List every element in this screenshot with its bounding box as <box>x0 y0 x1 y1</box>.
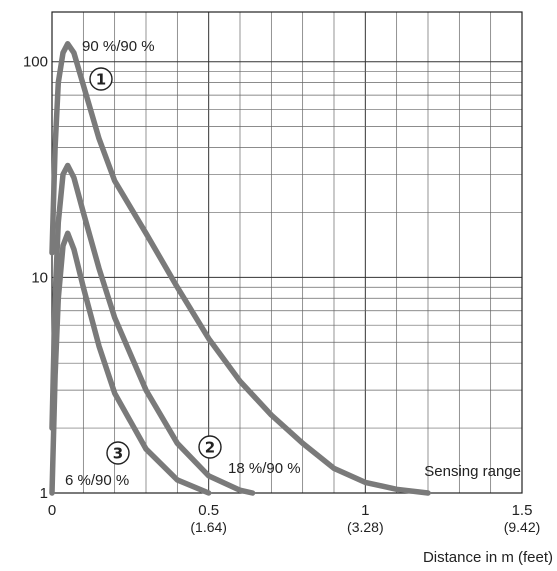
grid <box>52 12 522 493</box>
x-tick-sublabel: (9.42) <box>504 519 541 535</box>
series-label-3: 6 %/90 % <box>65 472 129 489</box>
curve-2 <box>49 162 256 496</box>
curve-3 <box>49 230 212 496</box>
y-tick-label: 100 <box>23 54 48 71</box>
x-tick-label: 0.5 <box>198 502 219 519</box>
series-badge-number-1: 1 <box>96 71 106 89</box>
series-label-1: 90 %/90 % <box>82 38 155 55</box>
series-badge-2 <box>198 435 222 459</box>
curve-1 <box>49 41 431 496</box>
series-badge-number-3: 3 <box>113 445 123 463</box>
curves <box>49 41 431 496</box>
plot-frame <box>51 11 523 494</box>
x-tick-label: 1 <box>361 502 369 519</box>
x-tick-label: 1.5 <box>512 502 533 519</box>
sensing-range-label: Sensing range <box>424 463 521 480</box>
x-tick-label: 0 <box>48 502 56 519</box>
series-badge-1 <box>89 67 113 91</box>
x-tick-sublabel: (3.28) <box>347 519 384 535</box>
x-tick-sublabel: (1.64) <box>190 519 227 535</box>
y-tick-label: 1 <box>40 485 48 502</box>
y-tick-label: 10 <box>31 269 48 286</box>
series-badge-3 <box>106 441 130 465</box>
series-badge-number-2: 2 <box>205 439 215 457</box>
series-label-2: 18 %/90 % <box>228 460 301 477</box>
x-axis-title: Distance in m (feet) <box>423 549 553 566</box>
annotations: 90 %/90 % 1 18 %/90 % 2 6 %/90 % 3 Sensing ran… <box>65 38 521 489</box>
